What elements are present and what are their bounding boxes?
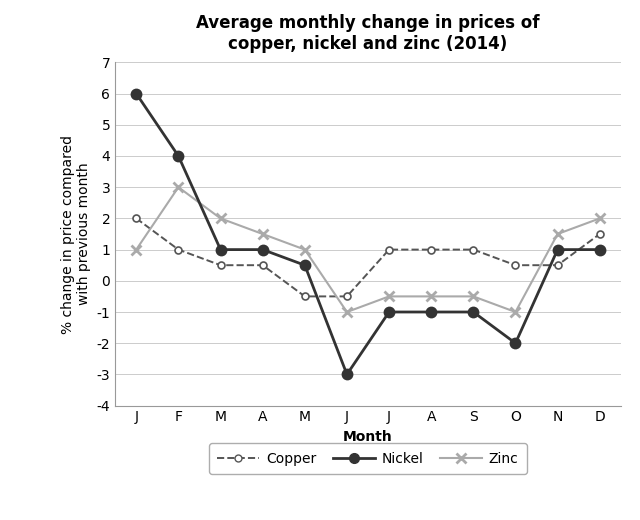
Title: Average monthly change in prices of
copper, nickel and zinc (2014): Average monthly change in prices of copp… xyxy=(196,14,540,53)
Y-axis label: % change in price compared
with previous month: % change in price compared with previous… xyxy=(61,135,91,333)
X-axis label: Month: Month xyxy=(343,430,393,444)
Legend: Copper, Nickel, Zinc: Copper, Nickel, Zinc xyxy=(209,444,527,474)
